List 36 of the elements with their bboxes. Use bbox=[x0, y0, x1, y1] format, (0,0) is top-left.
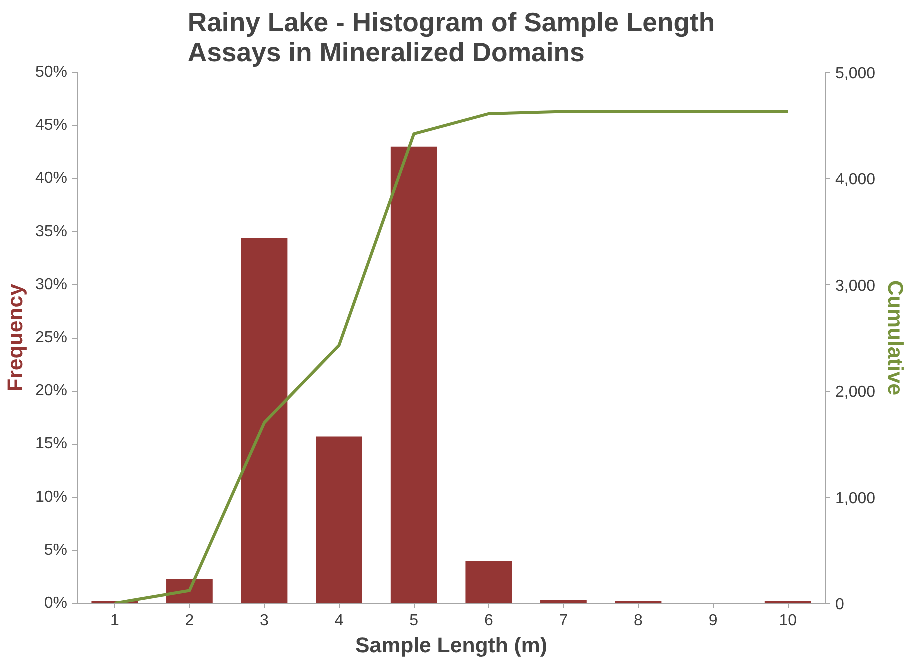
x-axis-title: Sample Length (m) bbox=[356, 634, 548, 658]
y-tick-label: 10% bbox=[35, 488, 68, 506]
x-tick-label: 2 bbox=[185, 612, 194, 630]
x-tick-label: 8 bbox=[634, 612, 644, 630]
y-axis-title: Frequency bbox=[3, 284, 28, 392]
y-tick-label: 50% bbox=[35, 64, 68, 81]
y-tick-label: 45% bbox=[35, 117, 68, 134]
bar bbox=[390, 146, 438, 604]
y2-tick-label: 5,000 bbox=[836, 66, 876, 82]
y-tick-label: 30% bbox=[35, 276, 68, 294]
x-tick-label: 5 bbox=[410, 612, 419, 630]
x-tick-label: 3 bbox=[260, 612, 270, 630]
y-tick-label: 40% bbox=[35, 170, 68, 188]
line-series bbox=[113, 110, 790, 604]
x-tick-label: 7 bbox=[559, 612, 568, 630]
x-tick-label: 4 bbox=[334, 612, 344, 630]
y2-tick-label: 3,000 bbox=[836, 278, 876, 295]
x-tick-label: 9 bbox=[708, 612, 718, 630]
chart-title: Rainy Lake - Histogram of Sample Length Assays in Mineralized Domains bbox=[188, 8, 716, 68]
x-tick-label: 1 bbox=[110, 612, 120, 630]
bar bbox=[316, 436, 362, 604]
y2-tick-label: 2,000 bbox=[836, 384, 876, 402]
y2-tick-label: 1,000 bbox=[836, 490, 876, 508]
bar bbox=[466, 561, 512, 604]
y2-tick-label: 0 bbox=[836, 596, 844, 614]
y-tick-label: 0% bbox=[44, 595, 68, 612]
y-tick-label: 35% bbox=[35, 223, 68, 240]
y-tick-label: 20% bbox=[35, 382, 68, 400]
y-tick-label: 25% bbox=[35, 330, 68, 346]
y2-axis-title: Cumulative bbox=[884, 280, 908, 396]
x-tick-label: 10 bbox=[779, 612, 798, 630]
y2-tick-label: 4,000 bbox=[836, 172, 876, 189]
y-tick-label: 5% bbox=[44, 542, 68, 559]
bar bbox=[241, 238, 288, 604]
y-tick-label: 15% bbox=[35, 436, 68, 453]
x-tick-label: 6 bbox=[484, 612, 494, 630]
